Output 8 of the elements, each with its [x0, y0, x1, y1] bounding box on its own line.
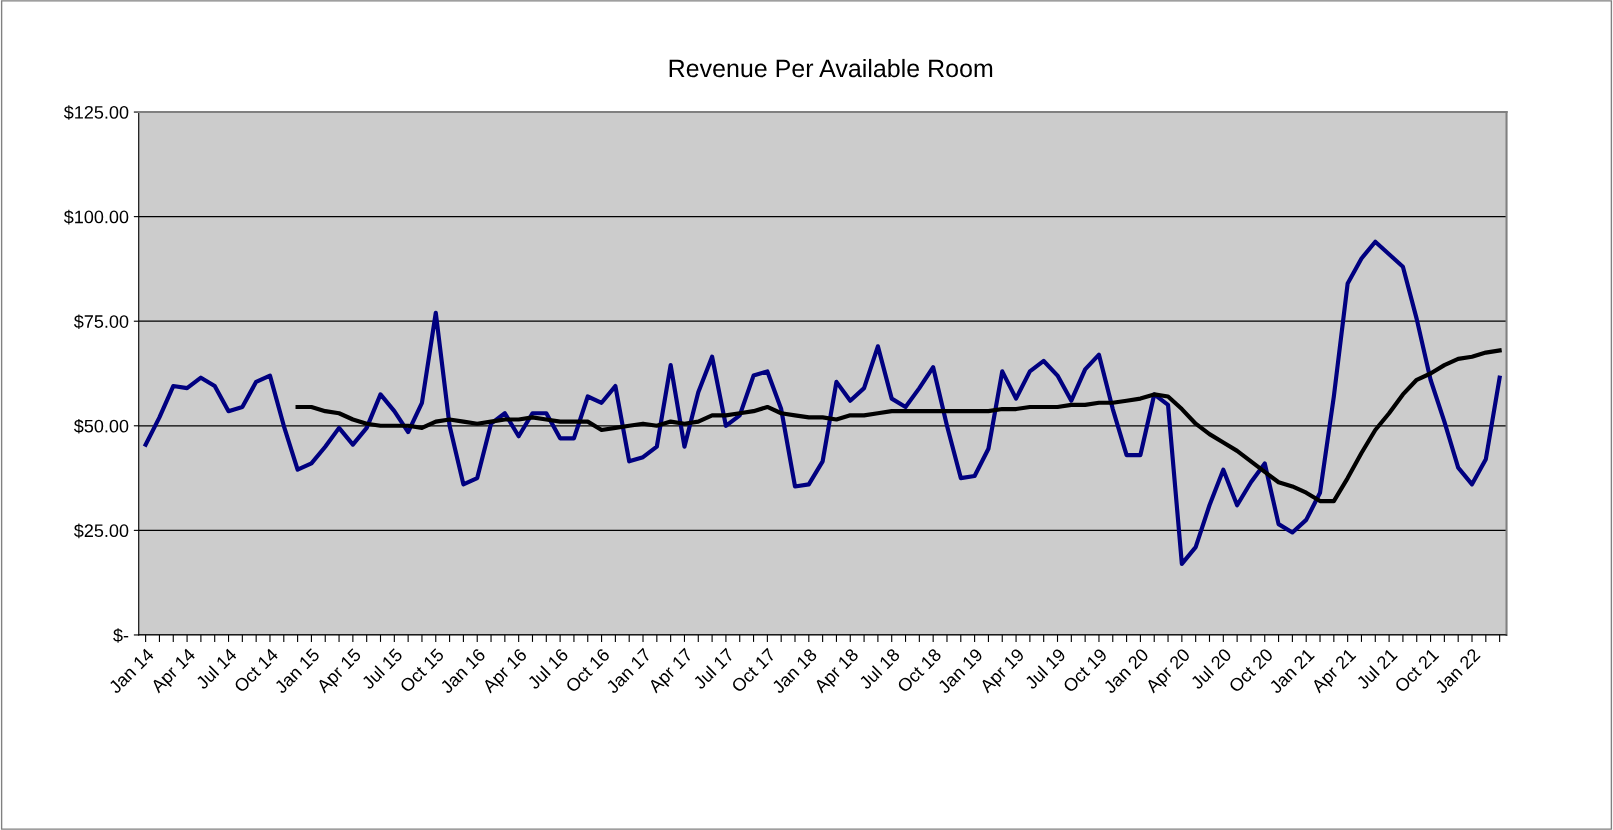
y-tick-label: $125.00: [63, 105, 129, 120]
y-tick-label: $-: [113, 628, 129, 643]
y-tick-label: $75.00: [73, 314, 129, 329]
y-tick-label: $50.00: [73, 418, 129, 434]
line-series: [143, 239, 1502, 566]
chart-title: Revenue Per Available Room: [669, 58, 993, 78]
y-tick-label: $25.00: [73, 523, 129, 539]
y-tick-label: $100.00: [63, 209, 129, 225]
